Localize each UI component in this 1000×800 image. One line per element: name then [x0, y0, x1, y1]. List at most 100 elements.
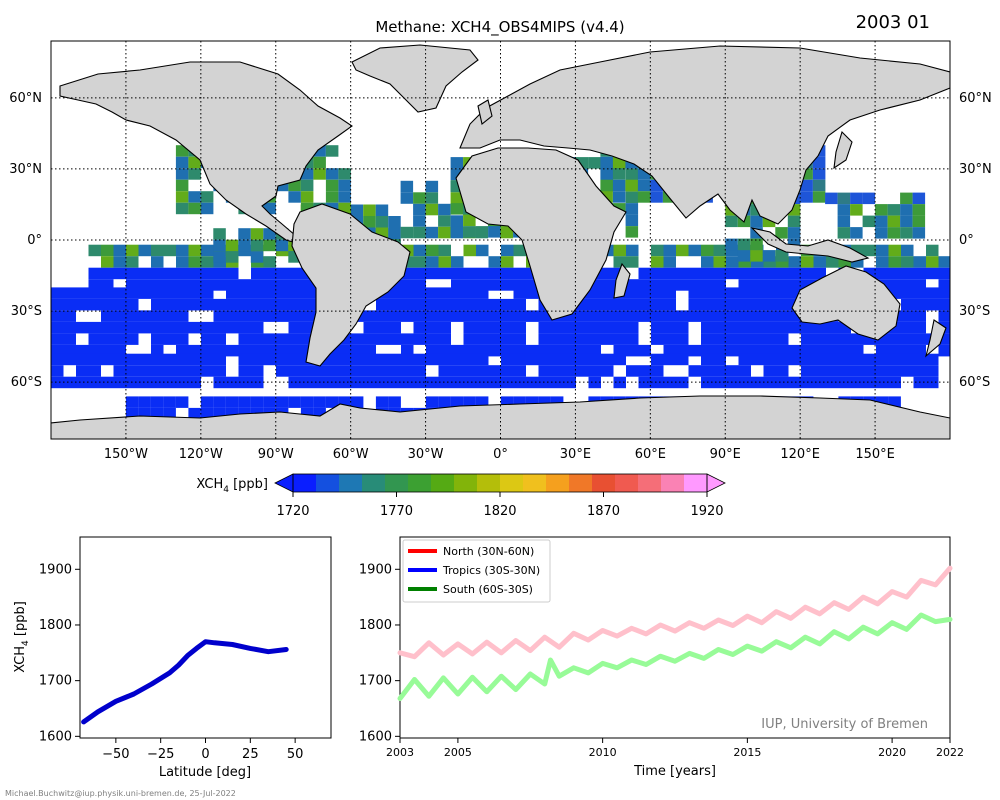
grid-cell: [251, 298, 264, 311]
grid-cell: [400, 192, 414, 204]
grid-cell: [176, 344, 189, 357]
grid-cell: [851, 365, 864, 377]
grid-cell: [238, 239, 251, 252]
grid-cell: [238, 228, 251, 240]
grid-cell: [401, 287, 414, 299]
colorbar-swatch: [500, 474, 524, 492]
grid-cell: [538, 353, 551, 366]
grid-cell: [301, 344, 314, 357]
grid-cell: [300, 407, 314, 420]
latitude-tick-label-right: 60°N: [959, 91, 992, 106]
grid-cell: [900, 204, 913, 216]
grid-cell: [701, 353, 714, 366]
grid-cell: [463, 344, 476, 357]
grid-cell: [188, 353, 201, 366]
north-america-shape: [59, 61, 353, 245]
grid-cell: [301, 333, 314, 345]
latitude-y-tick-label: 1900: [39, 562, 72, 577]
grid-cell: [163, 365, 176, 377]
grid-cell: [488, 333, 501, 345]
colorbar-swatch: [408, 474, 432, 492]
grid-cell: [826, 365, 839, 377]
grid-cell: [125, 407, 139, 420]
grid-cell: [938, 298, 950, 311]
grid-cell: [588, 157, 601, 169]
grid-cell: [251, 333, 264, 345]
grid-cell: [663, 287, 676, 299]
grid-cell: [588, 376, 601, 389]
grid-cell: [738, 279, 751, 291]
time-y-tick-label: 1600: [359, 729, 392, 744]
grid-cell: [63, 353, 76, 366]
latitude-x-tick-label: −50: [102, 747, 129, 762]
grid-cell: [826, 344, 839, 357]
grid-cell: [851, 353, 864, 366]
grid-cell: [913, 365, 926, 377]
grid-cell: [288, 321, 301, 334]
grid-cell: [850, 204, 863, 216]
grid-cell: [51, 333, 64, 345]
grid-cell: [538, 344, 551, 357]
grid-cell: [63, 321, 76, 334]
grid-cell: [251, 287, 264, 299]
date-label: 2003 01: [856, 12, 930, 33]
grid-cell: [138, 376, 151, 389]
grid-cell: [225, 407, 239, 420]
grid-cell: [301, 287, 314, 299]
grid-cell: [876, 365, 889, 377]
grid-cell: [738, 298, 751, 311]
grid-cell: [763, 256, 776, 268]
grid-cell: [750, 250, 763, 262]
grid-cell: [426, 256, 439, 268]
grid-cell: [726, 267, 739, 280]
grid-cell: [576, 310, 589, 322]
grid-cell: [763, 353, 776, 366]
grid-cell: [126, 256, 139, 268]
grid-cell: [238, 396, 251, 408]
grid-cell: [851, 376, 864, 389]
grid-cell: [413, 333, 426, 345]
grid-cell: [588, 333, 601, 345]
grid-cell: [188, 168, 201, 180]
grid-cell: [638, 267, 651, 280]
grid-cell: [663, 344, 676, 357]
grid-cell: [288, 251, 301, 263]
grid-cell: [813, 267, 826, 280]
grid-cell: [213, 267, 226, 280]
grid-cell: [438, 244, 451, 257]
grid-cell: [463, 353, 476, 366]
grid-cell: [463, 365, 476, 377]
grid-cell: [888, 333, 901, 345]
grid-cell: [850, 227, 863, 239]
grid-cell: [475, 396, 489, 408]
grid-cell: [88, 376, 101, 389]
grid-cell: [188, 321, 201, 334]
grid-cell: [651, 321, 664, 334]
grid-cell: [713, 287, 726, 299]
grid-cell: [651, 256, 664, 268]
grid-cell: [388, 376, 401, 389]
grid-cell: [501, 244, 514, 257]
grid-cell: [388, 298, 401, 311]
time-series-panel: 2003 2005 2010 2015 2020 2022 1600 1700 1800 1900…: [359, 536, 964, 779]
grid-cell: [213, 310, 226, 322]
grid-cell: [576, 298, 589, 311]
grid-cell: [863, 333, 876, 345]
grid-cell: [787, 227, 801, 239]
grid-cell: [163, 333, 176, 345]
grid-cell: [501, 353, 514, 366]
grid-cell: [201, 279, 214, 291]
footer-credit: Michael.Buchwitz@iup.physik.uni-bremen.d…: [5, 789, 236, 798]
grid-cell: [163, 279, 176, 291]
legend-box: [402, 539, 551, 603]
grid-cell: [776, 256, 789, 268]
grid-cell: [426, 310, 439, 322]
grid-cell: [438, 310, 451, 322]
grid-cell: [825, 192, 838, 205]
grid-cell: [637, 191, 651, 203]
latitude-x-tick-label: 50: [287, 747, 304, 762]
grid-cell: [213, 353, 226, 366]
grid-cell: [938, 344, 950, 357]
grid-cell: [776, 344, 789, 357]
grid-cell: [150, 396, 164, 408]
